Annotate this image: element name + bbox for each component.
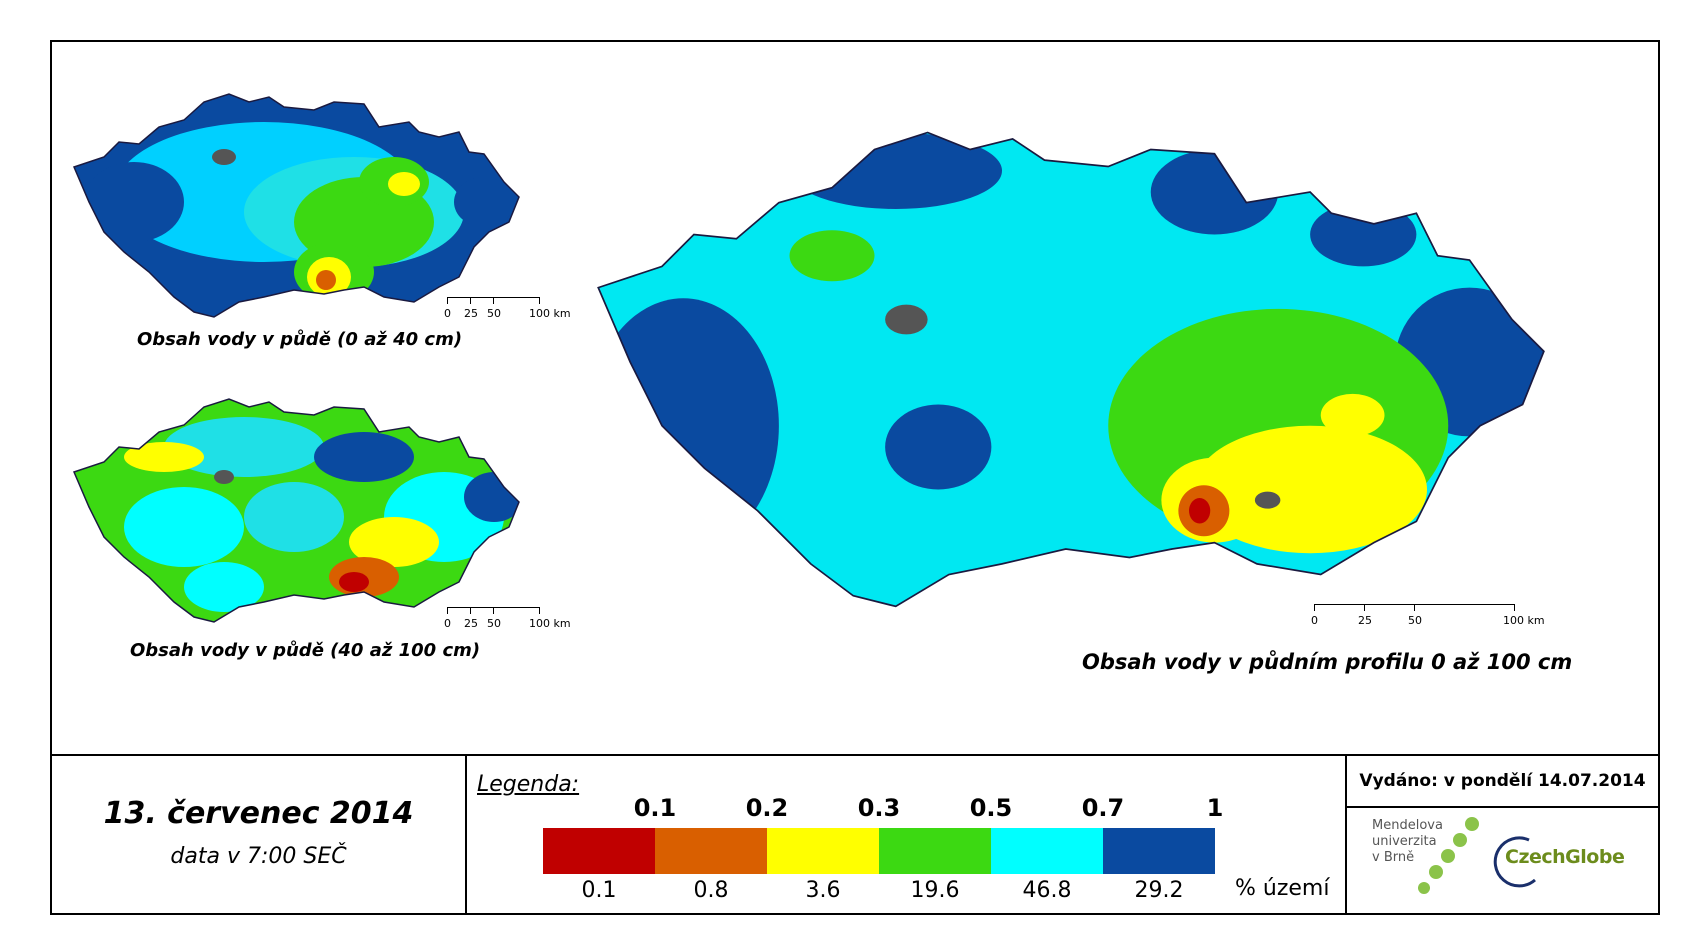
- legend-threshold: 1: [1206, 794, 1224, 822]
- scale-label: 25: [464, 617, 478, 630]
- scale-label: 25: [1358, 614, 1372, 627]
- map-caption-bottomleft: Obsah vody v půdě (40 až 100 cm): [130, 640, 481, 661]
- legend-unit: % území: [1235, 876, 1330, 901]
- map-profile-0-100: [597, 131, 1545, 608]
- legend-swatch: [1103, 828, 1215, 874]
- mendel-dots-icon: [1418, 817, 1479, 894]
- map-caption-topleft: Obsah vody v půdě (0 až 40 cm): [137, 329, 463, 350]
- legend-percent: 0.1: [581, 878, 617, 903]
- legend-swatch: [991, 828, 1103, 874]
- date-cell: 13. červenec 2014 data v 7:00 SEČ: [52, 756, 467, 915]
- scale-label: 50: [487, 617, 501, 630]
- legend-percent: 0.8: [693, 878, 729, 903]
- legend: Legenda: 0.1 0.2 0.3 0.5 0.7 1 0.1 0.8 3…: [467, 756, 1347, 915]
- legend-threshold: 0.5: [969, 794, 1013, 822]
- legend-threshold: 0.3: [857, 794, 901, 822]
- legend-threshold: 0.1: [633, 794, 677, 822]
- scale-label: 25: [464, 307, 478, 320]
- issued-date: Vydáno: v pondělí 14.07.2014: [1347, 756, 1658, 808]
- mendel-line: v Brně: [1372, 850, 1415, 865]
- czechglobe-arc-icon: [1493, 836, 1536, 888]
- scale-label: 0: [444, 617, 451, 630]
- mendel-line: Mendelova: [1372, 818, 1443, 833]
- legend-swatch: [879, 828, 991, 874]
- scale-label: 50: [487, 307, 501, 320]
- scale-label: 100 km: [1503, 614, 1545, 627]
- legend-threshold: 0.7: [1081, 794, 1125, 822]
- scale-label: 100 km: [529, 307, 571, 320]
- legend-percent: 3.6: [805, 878, 841, 903]
- map-caption-main: Obsah vody v půdním profilu 0 až 100 cm: [1082, 650, 1573, 674]
- mendel-line: univerzita: [1372, 834, 1437, 849]
- figure-frame: 0 25 50 100 km Obsah vody v půdě (0 až 4…: [50, 40, 1660, 915]
- legend-threshold: 0.2: [745, 794, 789, 822]
- legend-title: Legenda:: [477, 772, 580, 797]
- legend-percent: 29.2: [1134, 878, 1184, 903]
- scale-label: 0: [1311, 614, 1318, 627]
- czechglobe-logo: CzechGlobe: [1505, 846, 1625, 868]
- date-title: 13. červenec 2014: [103, 796, 414, 831]
- bottom-panel: 13. červenec 2014 data v 7:00 SEČ Legend…: [52, 754, 1658, 915]
- legend-swatch: [655, 828, 767, 874]
- date-subtitle: data v 7:00 SEČ: [170, 844, 347, 869]
- map-topsoil-0-40: [72, 93, 520, 318]
- legend-percent: 46.8: [1022, 878, 1072, 903]
- map-subsoil-40-100: [72, 398, 520, 623]
- scale-label: 0: [444, 307, 451, 320]
- legend-swatch: [543, 828, 655, 874]
- info-cell: Vydáno: v pondělí 14.07.2014 Mendelova u…: [1347, 756, 1658, 915]
- scale-label: 50: [1408, 614, 1422, 627]
- maps-area: 0 25 50 100 km Obsah vody v půdě (0 až 4…: [52, 42, 1658, 754]
- scale-label: 100 km: [529, 617, 571, 630]
- mendel-university-logo: Mendelova univerzita v Brně: [1372, 818, 1443, 866]
- legend-percent: 19.6: [910, 878, 960, 903]
- legend-swatch: [767, 828, 879, 874]
